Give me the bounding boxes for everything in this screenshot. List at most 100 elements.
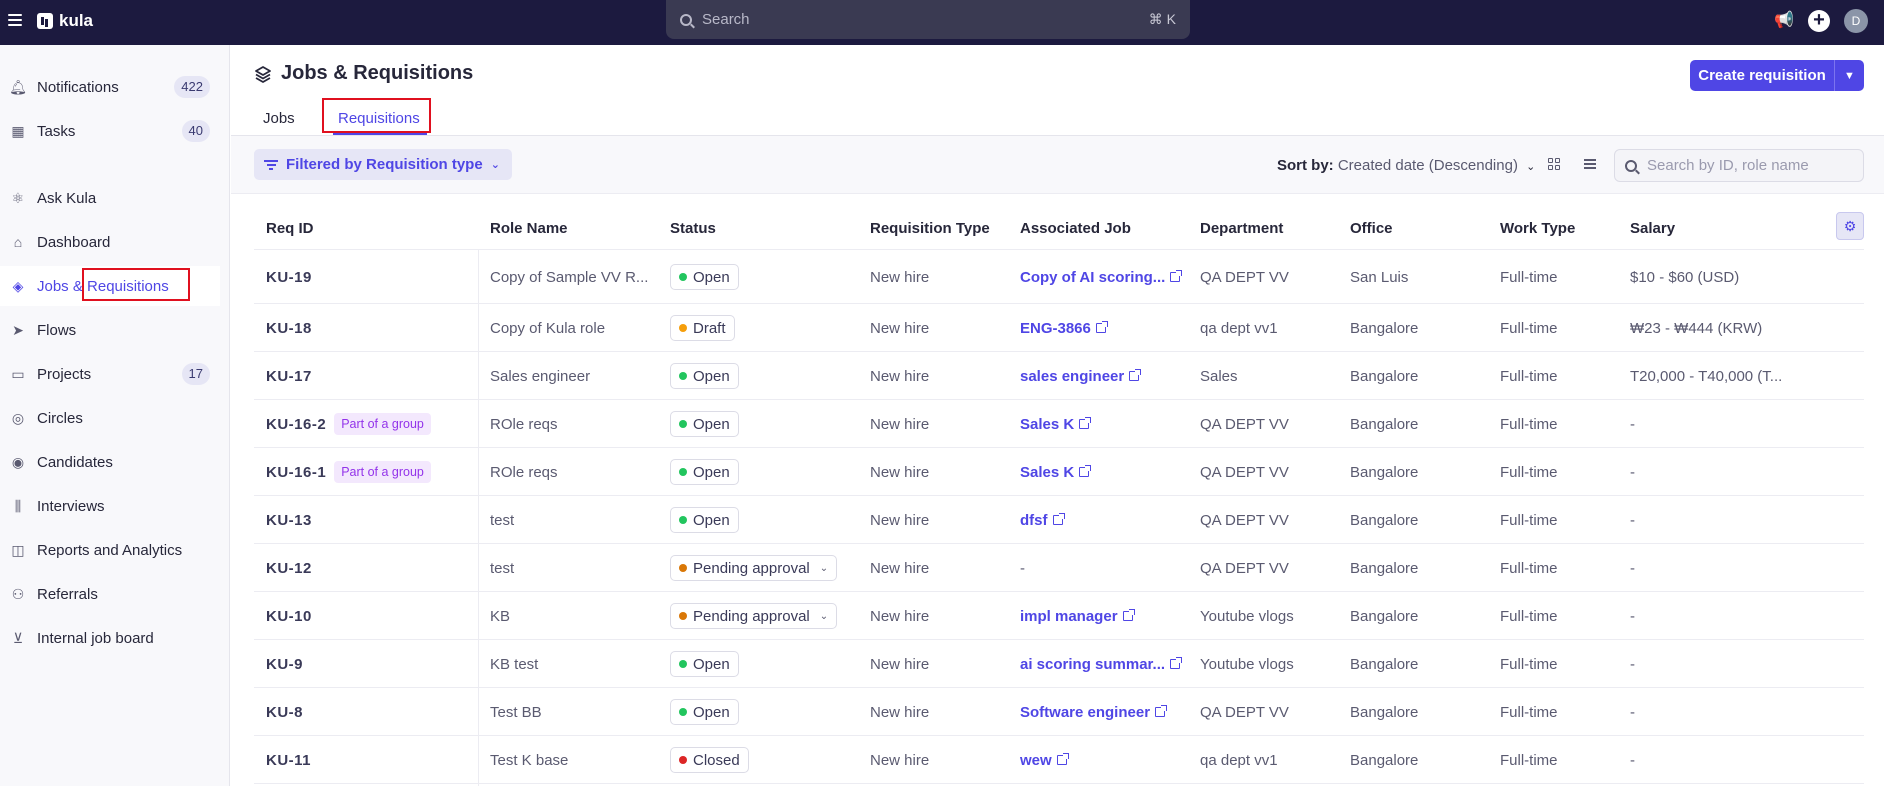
req-id[interactable]: KU-10 [266,607,312,625]
role-name[interactable]: Copy of Kula role [490,319,606,337]
role-name[interactable]: Test BB [490,703,542,721]
requisition-search-input[interactable] [1647,157,1847,174]
req-id-cell: KU-13 [266,496,312,544]
chevron-down-icon[interactable]: ▼ [1844,69,1855,82]
role-name[interactable]: Copy of Sample VV R... [490,268,649,286]
role-name[interactable]: test [490,511,515,529]
gear-icon[interactable]: ⚙ [1836,212,1864,240]
associated-job-link[interactable]: dfsf [1020,512,1065,529]
associated-job-link[interactable]: ENG-3866 [1020,320,1108,337]
req-id[interactable]: KU-13 [266,511,312,529]
table-row[interactable]: KU-17 Sales engineer Open New hire sales eng… [254,352,1864,400]
global-search[interactable]: Search ⌘ K [666,0,1190,39]
status-badge[interactable]: Pending approval ⌄ [670,555,838,581]
req-id[interactable]: KU-12 [266,559,312,577]
column-header-req-id[interactable]: Req ID [266,220,314,237]
add-icon[interactable]: + [1808,10,1830,32]
table-row[interactable]: KU-10 KB Pending approval ⌄ New hire impl man… [254,592,1864,640]
grid-view-button[interactable] [1542,152,1566,176]
create-requisition-label[interactable]: Create requisition [1690,60,1835,91]
tab-requisitions[interactable]: Requisitions [338,110,420,127]
toolbar: Filtered by Requisition type ⌄ Sort by: … [231,136,1884,194]
sort-control[interactable]: Sort by: Created date (Descending) ⌄ [1277,157,1535,174]
salary: - [1630,703,1635,721]
role-name[interactable]: Test K base [490,751,569,769]
sidebar-item-interviews[interactable]: ⫼ Interviews [0,486,220,526]
table-row[interactable]: KU-18 Copy of Kula role Draft New hire ENG-3… [254,304,1864,352]
associated-job-link[interactable]: Copy of AI scoring... [1020,269,1183,286]
associated-job-link[interactable]: Sales K [1020,464,1092,481]
sidebar-item-circles[interactable]: ◎ Circles [0,398,220,438]
table-row[interactable]: KU-13 test Open New hire dfsf QA DEPT VV Banga… [254,496,1864,544]
avatar[interactable]: D [1844,9,1868,33]
department: QA DEPT VV [1200,559,1289,577]
table-row[interactable]: KU-16-2 Part of a group ROle reqs Open New h… [254,400,1864,448]
table-row[interactable]: KU-9 KB test Open New hire ai scoring summar… [254,640,1864,688]
role-name[interactable]: Sales engineer [490,367,591,385]
associated-job-link[interactable]: Software engineer [1020,704,1168,721]
work-type: Full-time [1500,607,1558,625]
column-header-status[interactable]: Status [670,220,716,237]
requisition-search[interactable] [1614,149,1864,182]
sidebar-item-reports-and-analytics[interactable]: ◫ Reports and Analytics [0,530,220,570]
associated-job-label: Sales K [1020,415,1075,433]
menu-icon[interactable] [8,14,22,26]
sidebar-item-referrals[interactable]: ⚇ Referrals [0,574,220,614]
table-row[interactable]: KU-11 Test K base Closed New hire wew qa dept… [254,736,1864,784]
sidebar-item-ask-kula[interactable]: ⚛ Ask Kula [0,178,220,218]
sidebar-item-notifications[interactable]: 🔔︎ Notifications 422 [0,67,220,107]
column-header-role-name[interactable]: Role Name [490,220,568,237]
external-link-icon [1170,657,1183,669]
sidebar-item-projects[interactable]: ▭ Projects 17 [0,354,220,394]
column-header-work-type[interactable]: Work Type [1500,220,1576,237]
work-type: Full-time [1500,655,1558,673]
sidebar-item-internal-job-board[interactable]: ⊻ Internal job board [0,618,220,658]
requisition-type-filter[interactable]: Filtered by Requisition type ⌄ [254,149,512,180]
megaphone-icon[interactable]: 📢 [1774,12,1794,29]
associated-job-link[interactable]: ai scoring summar... [1020,656,1183,673]
role-name[interactable]: ROle reqs [490,463,558,481]
work-type: Full-time [1500,319,1558,337]
associated-job-link[interactable]: wew [1020,752,1069,769]
req-id[interactable]: KU-17 [266,367,312,385]
column-header-salary[interactable]: Salary [1630,220,1676,237]
audio-wave-icon: ⫼ [14,497,22,514]
role-name[interactable]: ROle reqs [490,415,558,433]
table-row[interactable]: KU-12 test Pending approval ⌄ New hire - QA DE… [254,544,1864,592]
sidebar-item-tasks[interactable]: ▦ Tasks 40 [0,111,220,151]
role-name[interactable]: KB test [490,655,539,673]
associated-job-link[interactable]: Sales K [1020,415,1092,433]
req-id[interactable]: KU-19 [266,268,312,286]
list-view-button[interactable] [1578,152,1602,176]
table-row[interactable]: KU-19 Copy of Sample VV R... Open New hire C… [254,250,1864,304]
req-id[interactable]: KU-16-2 [266,415,327,433]
status-label: Open [693,367,730,385]
table-row[interactable]: KU-16-1 Part of a group ROle reqs Open New h… [254,448,1864,496]
req-id[interactable]: KU-8 [266,703,304,721]
department: QA DEPT VV [1200,268,1289,286]
status-badge[interactable]: Pending approval ⌄ [670,603,838,629]
column-header-department[interactable]: Department [1200,220,1284,237]
associated-job-empty: - [1020,559,1025,577]
create-requisition-button[interactable]: Create requisition ▼ [1690,60,1864,91]
status-cell: Draft [670,304,735,352]
associated-job-link[interactable]: sales engineer [1020,368,1142,385]
req-id[interactable]: KU-11 [266,751,312,769]
associated-job-link[interactable]: impl manager [1020,608,1135,625]
role-name[interactable]: test [490,559,515,577]
column-header-office[interactable]: Office [1350,220,1393,237]
sidebar-item-candidates[interactable]: ◉ Candidates [0,442,220,482]
salary: ₩23 - ₩444 (KRW) [1630,319,1763,337]
salary: $10 - $60 (USD) [1630,268,1740,286]
tab-jobs[interactable]: Jobs [263,110,295,127]
table-row[interactable]: KU-8 Test BB Open New hire Software engineer… [254,688,1864,736]
req-id[interactable]: KU-9 [266,655,304,673]
column-header-requisition-type[interactable]: Requisition Type [870,220,990,237]
req-id[interactable]: KU-16-1 [266,463,327,481]
req-id[interactable]: KU-18 [266,319,312,337]
sidebar-item-dashboard[interactable]: ⌂ Dashboard [0,222,220,262]
app-logo[interactable]: kula [37,11,93,31]
sidebar-item-flows[interactable]: ➤ Flows [0,310,220,350]
column-header-associated-job[interactable]: Associated Job [1020,220,1131,237]
role-name[interactable]: KB [490,607,511,625]
